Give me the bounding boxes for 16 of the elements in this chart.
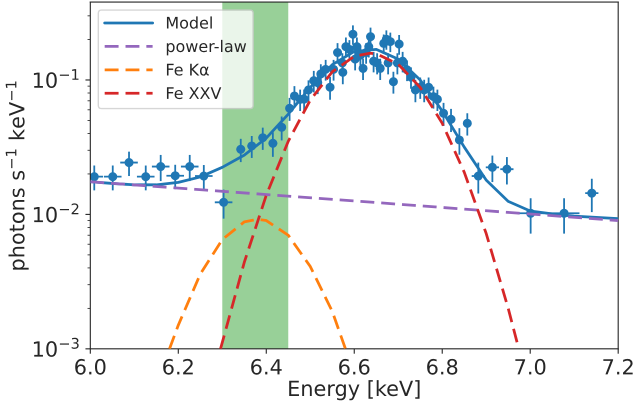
legend-label: Fe XXV: [166, 87, 222, 100]
y-axis-title: photons s$^{−1}$ keV$^{−1}$: [6, 81, 29, 270]
x-tick-label: 7.0: [515, 358, 546, 375]
x-tick-label: 6.8: [427, 358, 458, 375]
legend-label: power-law: [166, 40, 246, 56]
y-tick-label: 10$^{−3}$: [34, 338, 79, 357]
x-tick-label: 7.2: [603, 358, 633, 374]
y-tick-label: 10$^{−1}$: [34, 69, 78, 88]
x-tick-label: 6.2: [163, 358, 193, 375]
y-tick-label: 10$^{−2}$: [34, 203, 78, 222]
x-tick-label: 6.0: [75, 358, 106, 375]
legend-label: Fe Kα: [166, 64, 209, 76]
x-axis-title: Energy [keV]: [289, 380, 420, 400]
x-tick-label: 6.4: [251, 358, 282, 375]
legend-label: Model: [166, 16, 212, 29]
x-tick-label: 6.6: [339, 358, 370, 375]
